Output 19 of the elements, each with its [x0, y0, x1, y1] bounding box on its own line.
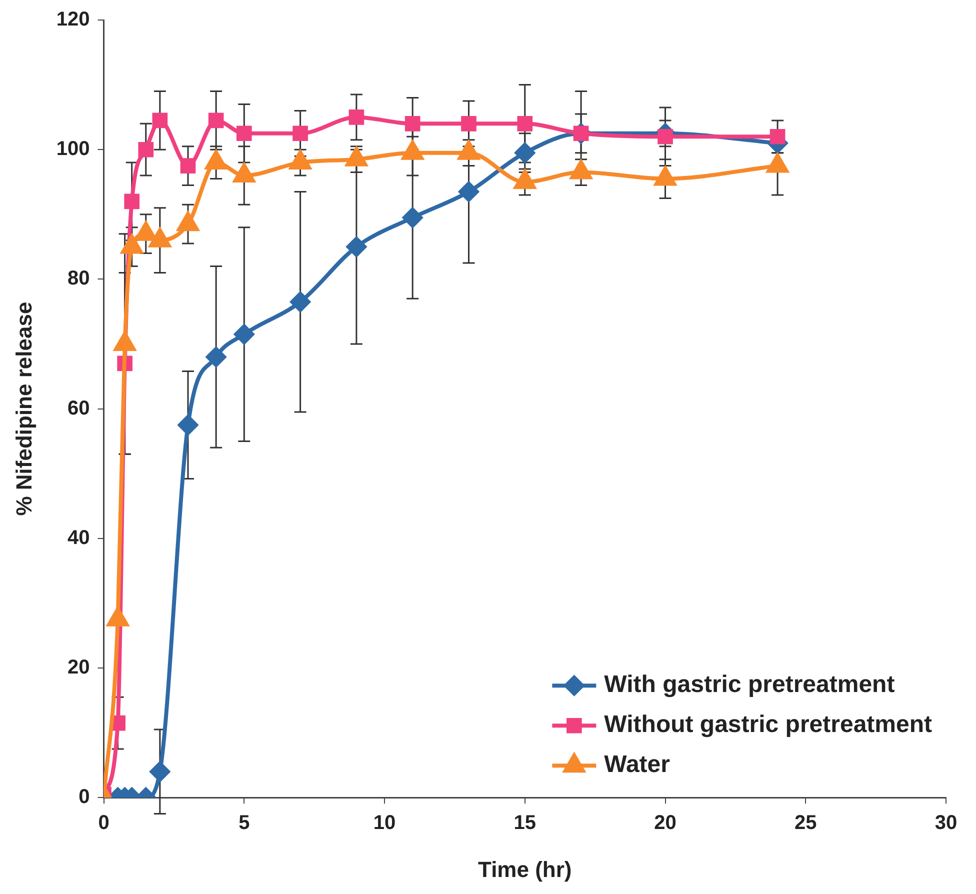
- y-tick-label: 20: [68, 656, 90, 679]
- x-axis-title: Time (hr): [478, 856, 572, 882]
- legend-label: Water: [604, 751, 670, 778]
- y-tick-label: 80: [68, 268, 90, 290]
- y-tick-label: 120: [56, 8, 90, 31]
- x-tick-label: 25: [794, 812, 817, 834]
- y-axis-title: % Nifedipine release: [11, 302, 36, 516]
- x-tick-label: 30: [934, 812, 958, 834]
- y-tick-label: 100: [56, 138, 90, 160]
- y-tick-label: 40: [68, 526, 90, 549]
- x-tick-label: 15: [514, 812, 536, 834]
- x-tick-label: 5: [238, 812, 250, 834]
- legend-label: Without gastric pretreatment: [604, 711, 932, 738]
- legend-label: With gastric pretreatment: [604, 671, 895, 698]
- y-tick-label: 60: [68, 397, 90, 420]
- y-tick-label: 0: [78, 786, 90, 808]
- x-tick-label: 0: [98, 812, 110, 834]
- x-tick-label: 20: [654, 812, 676, 834]
- x-tick-label: 10: [373, 812, 396, 834]
